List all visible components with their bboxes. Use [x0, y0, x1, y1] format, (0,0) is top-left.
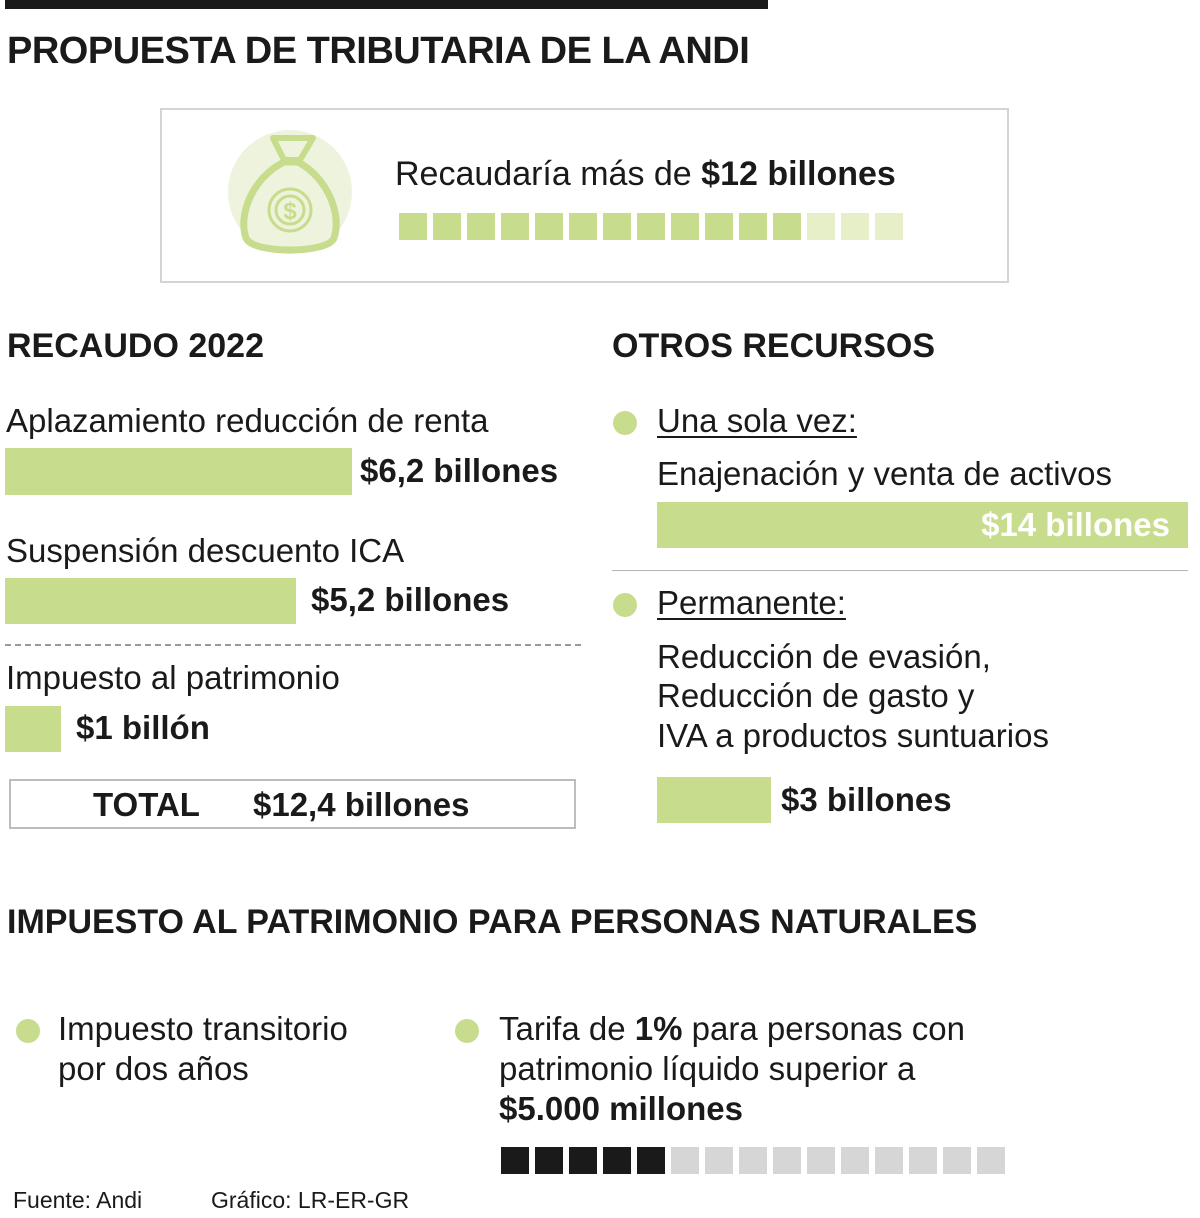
permanente-label: Permanente:: [657, 584, 846, 621]
hero-segment-empty: [807, 213, 835, 240]
money-bag-icon: $: [228, 130, 352, 254]
hero-segment-filled: [399, 213, 427, 240]
total-label: TOTAL: [93, 786, 200, 823]
patrimonio-threshold: $5.000 millones: [499, 1090, 743, 1127]
recaudo-value-1: $6,2 billones: [360, 452, 559, 489]
bullet-dot: [613, 593, 637, 617]
recaudo-heading: RECAUDO 2022: [7, 327, 264, 365]
patrimonio-segment-empty: [943, 1147, 971, 1174]
total-value: $12,4 billones: [253, 786, 470, 823]
una-sola-vez-desc: Enajenación y venta de activos: [657, 455, 1112, 492]
hero-segment-filled: [671, 213, 699, 240]
otros-value-permanente: $3 billones: [781, 781, 952, 818]
dashed-divider: [5, 644, 581, 646]
svg-text:$: $: [283, 198, 297, 225]
recaudo-value-3: $1 billón: [76, 709, 210, 746]
hero-text-amount: $12 billones: [701, 155, 896, 193]
recaudo-label-2: Suspensión descuento ICA: [6, 532, 405, 569]
patrimonio-bullet2-line2: patrimonio líquido superior a: [499, 1050, 916, 1087]
una-sola-vez-label: Una sola vez:: [657, 402, 857, 439]
patrimonio-segment-filled: [569, 1147, 597, 1174]
patrimonio-segment-filled: [637, 1147, 665, 1174]
hero-segment-empty: [875, 213, 903, 240]
hero-segment-filled: [603, 213, 631, 240]
otros-heading: OTROS RECURSOS: [612, 327, 936, 365]
tarifa-prefix: Tarifa de: [499, 1010, 635, 1047]
permanente-desc-2: Reducción de gasto y: [657, 677, 975, 714]
credit-note: Gráfico: LR-ER-GR: [211, 1187, 410, 1213]
hero-text-prefix: Recaudaría más de: [395, 155, 702, 193]
recaudo-bar-3: [5, 706, 61, 752]
tarifa-suffix: para personas con: [682, 1010, 965, 1047]
otros-value-una-sola-vez: $14 billones: [981, 506, 1170, 543]
page-title: PROPUESTA DE TRIBUTARIA DE LA ANDI: [7, 30, 750, 72]
patrimonio-segment-empty: [705, 1147, 733, 1174]
section-divider: [612, 570, 1188, 571]
hero-box: [160, 108, 1009, 283]
patrimonio-segment-empty: [875, 1147, 903, 1174]
otros-bar-permanente: [657, 777, 771, 823]
patrimonio-segment-empty: [773, 1147, 801, 1174]
patrimonio-segment-empty: [807, 1147, 835, 1174]
hero-segment-filled: [773, 213, 801, 240]
hero-segment-empty: [841, 213, 869, 240]
patrimonio-bullet1-line1: Impuesto transitorio: [58, 1010, 348, 1047]
recaudo-bar-2: [5, 578, 296, 624]
top-rule: [5, 0, 768, 9]
patrimonio-segment-filled: [603, 1147, 631, 1174]
permanente-desc-3: IVA a productos suntuarios: [657, 717, 1049, 754]
permanente-desc-1: Reducción de evasión,: [657, 638, 991, 675]
hero-segment-filled: [739, 213, 767, 240]
tarifa-rate: 1%: [634, 1010, 683, 1047]
hero-segment-filled: [467, 213, 495, 240]
patrimonio-segment-empty: [671, 1147, 699, 1174]
hero-segment-filled: [569, 213, 597, 240]
hero-segment-filled: [501, 213, 529, 240]
hero-segment-filled: [433, 213, 461, 240]
bullet-dot: [455, 1019, 479, 1043]
recaudo-label-1: Aplazamiento reducción de renta: [6, 402, 489, 439]
hero-segment-filled: [535, 213, 563, 240]
patrimonio-bullet2-line1: Tarifa de 1% para personas con: [499, 1010, 965, 1048]
bullet-dot: [16, 1019, 40, 1043]
hero-text: Recaudaría más de $12 billones: [395, 155, 896, 194]
patrimonio-segment-filled: [501, 1147, 529, 1174]
recaudo-label-3: Impuesto al patrimonio: [6, 659, 340, 696]
bullet-dot: [613, 411, 637, 435]
recaudo-bar-1: [5, 448, 352, 495]
patrimonio-heading: IMPUESTO AL PATRIMONIO PARA PERSONAS NAT…: [7, 903, 978, 941]
hero-segment-filled: [705, 213, 733, 240]
patrimonio-segment-empty: [977, 1147, 1005, 1174]
patrimonio-segment-filled: [535, 1147, 563, 1174]
patrimonio-bullet1-line2: por dos años: [58, 1050, 249, 1087]
source-note: Fuente: Andi: [13, 1187, 143, 1213]
total-box: [9, 779, 576, 829]
patrimonio-segment-empty: [841, 1147, 869, 1174]
patrimonio-segment-empty: [909, 1147, 937, 1174]
recaudo-value-2: $5,2 billones: [311, 581, 510, 618]
otros-bar-una-sola-vez: [657, 502, 1188, 548]
hero-segment-filled: [637, 213, 665, 240]
patrimonio-segment-empty: [739, 1147, 767, 1174]
